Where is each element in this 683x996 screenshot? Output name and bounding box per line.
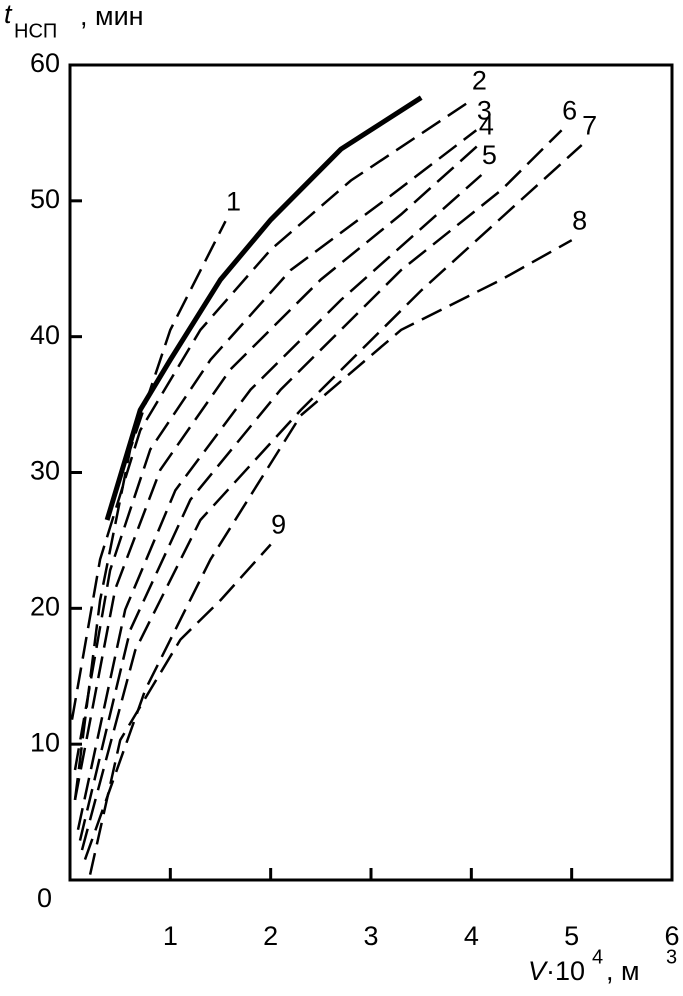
y-label-sub: НСП bbox=[14, 20, 57, 42]
x-tick-label: 4 bbox=[464, 921, 479, 951]
y-tick-label: 10 bbox=[30, 727, 60, 757]
y-label-var: t bbox=[4, 0, 13, 29]
y-label-unit: , мин bbox=[80, 1, 144, 31]
curve-label: 7 bbox=[582, 110, 597, 140]
curve-label: 1 bbox=[226, 186, 241, 216]
x-label-unit-exp: 3 bbox=[666, 946, 677, 968]
x-label-var: V bbox=[528, 956, 549, 986]
curve bbox=[88, 543, 272, 875]
x-tick-label: 2 bbox=[263, 921, 278, 951]
curve bbox=[70, 99, 472, 720]
curve bbox=[83, 239, 573, 861]
y-tick-label: 60 bbox=[30, 48, 60, 78]
plot-frame bbox=[68, 63, 674, 882]
y-tick-label: 30 bbox=[30, 456, 60, 486]
y-tick-label: 0 bbox=[37, 883, 52, 913]
curve-label: 6 bbox=[562, 95, 577, 125]
x-tick-label: 5 bbox=[564, 921, 579, 951]
curve-label: 8 bbox=[572, 205, 587, 235]
curve bbox=[76, 174, 483, 830]
curve bbox=[104, 95, 423, 521]
curve-label: 5 bbox=[482, 140, 497, 170]
x-tick-label: 3 bbox=[363, 921, 378, 951]
curve-label: 3 bbox=[477, 95, 492, 125]
curve bbox=[78, 129, 563, 841]
curve-label: 2 bbox=[472, 65, 487, 95]
x-tick-label: 6 bbox=[664, 921, 679, 951]
y-tick-label: 50 bbox=[30, 184, 60, 214]
curve bbox=[73, 129, 478, 771]
y-tick-label: 40 bbox=[30, 320, 60, 350]
curve bbox=[73, 144, 480, 801]
curve bbox=[80, 144, 583, 851]
curve-label: 9 bbox=[271, 510, 286, 540]
x-tick-label: 1 bbox=[163, 921, 178, 951]
x-label-exp: 4 bbox=[592, 946, 603, 968]
y-tick-label: 20 bbox=[30, 591, 60, 621]
x-label-unit: , м bbox=[606, 956, 640, 986]
x-label-factor: ·10 bbox=[546, 956, 585, 986]
curve-label: 4 bbox=[479, 110, 494, 140]
